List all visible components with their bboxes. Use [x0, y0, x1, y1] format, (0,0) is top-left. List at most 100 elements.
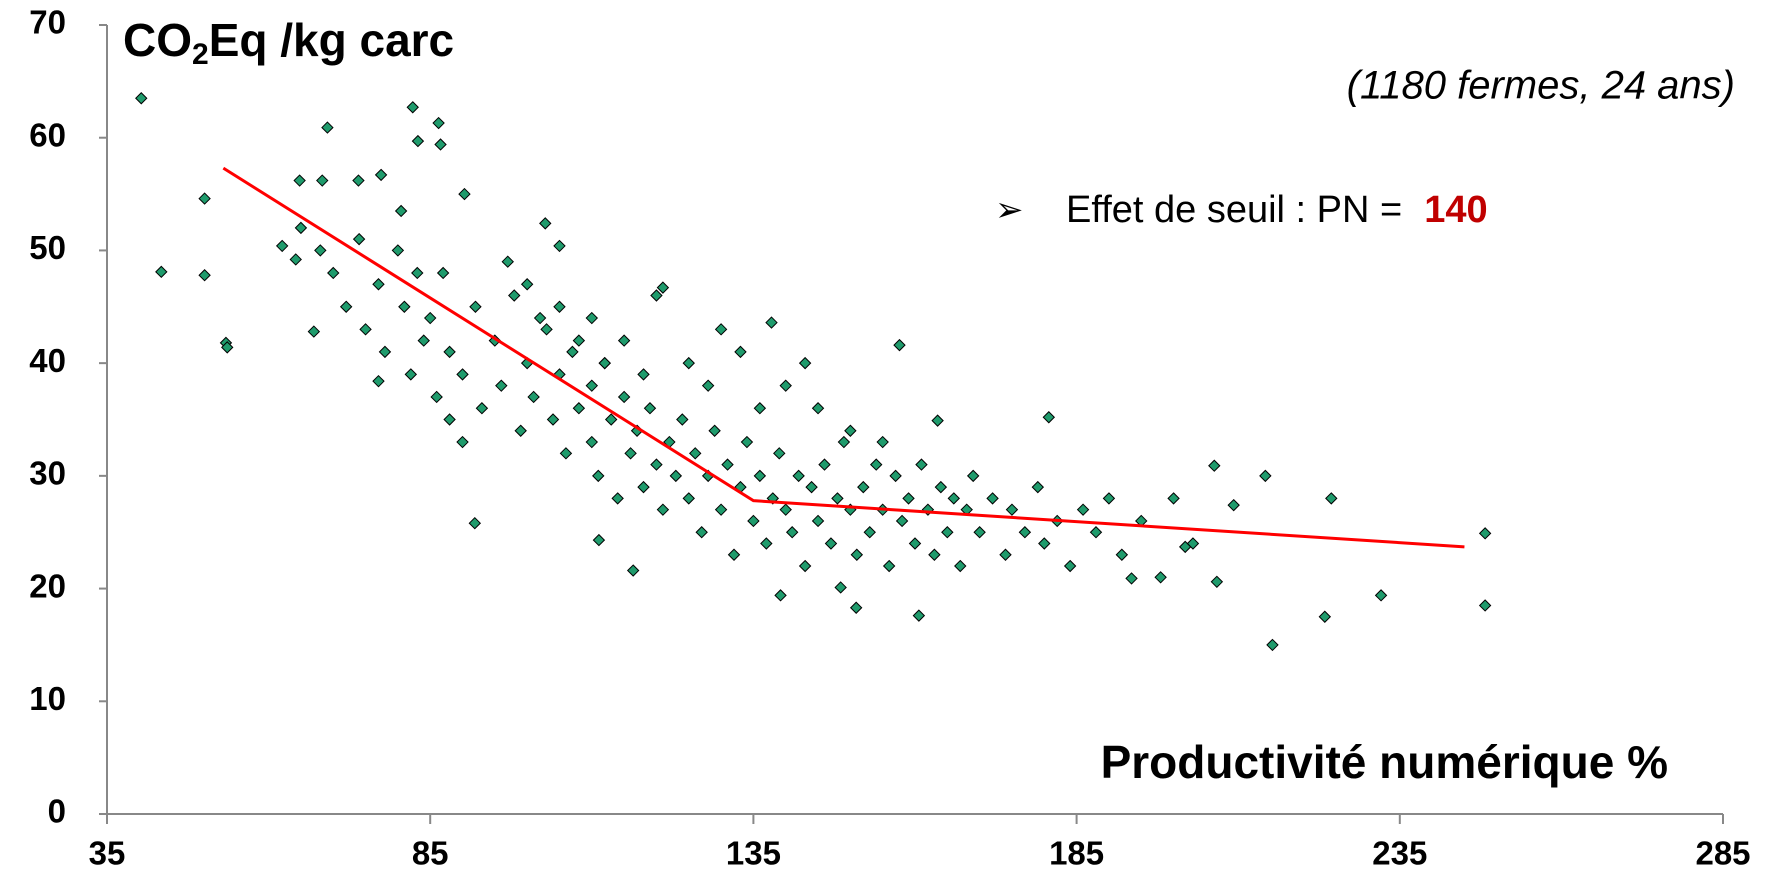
point	[1089, 526, 1103, 539]
y-tick-label: 20	[29, 567, 66, 604]
point	[682, 492, 695, 505]
point	[1478, 599, 1492, 612]
point	[1115, 548, 1129, 561]
point	[406, 101, 419, 114]
point	[895, 514, 909, 528]
point	[870, 458, 883, 471]
point	[1005, 503, 1019, 516]
point	[456, 368, 469, 381]
point	[928, 548, 941, 561]
point	[765, 316, 778, 329]
point	[689, 447, 702, 460]
y-tick-label: 60	[29, 116, 66, 153]
point	[372, 374, 385, 388]
point	[1374, 589, 1388, 602]
point	[676, 413, 689, 426]
point	[443, 413, 456, 426]
point	[747, 514, 760, 528]
point	[798, 356, 812, 370]
threshold-text: Effet de seuil : PN =	[1066, 189, 1402, 231]
point	[999, 548, 1012, 561]
point	[805, 480, 818, 494]
point	[934, 480, 948, 494]
point	[469, 300, 482, 313]
point	[986, 492, 999, 505]
point	[458, 187, 471, 201]
threshold-note: Effet de seuil : PN = 140	[1066, 189, 1488, 231]
y-tick-label: 70	[29, 4, 66, 41]
point	[740, 435, 754, 449]
point	[275, 239, 289, 253]
point	[773, 447, 786, 460]
point	[321, 121, 334, 134]
point	[811, 514, 825, 528]
point	[779, 503, 792, 516]
point	[495, 379, 508, 392]
y-tick-label: 0	[48, 793, 66, 830]
point	[1210, 575, 1224, 589]
point	[135, 92, 148, 105]
point	[314, 244, 327, 257]
point	[456, 435, 469, 449]
point	[837, 435, 851, 449]
point	[760, 537, 773, 550]
point	[592, 533, 606, 547]
point	[559, 447, 573, 460]
point	[637, 368, 650, 381]
point	[352, 232, 366, 246]
point	[714, 323, 728, 336]
y-axis-label: CO2Eq /kg carc	[123, 14, 454, 71]
point	[394, 204, 408, 218]
point	[514, 424, 527, 437]
point	[404, 368, 418, 381]
point	[1154, 571, 1167, 584]
point	[501, 255, 514, 268]
point	[443, 345, 456, 359]
point	[656, 503, 670, 516]
point	[1018, 526, 1032, 539]
point	[701, 379, 715, 392]
point	[973, 526, 986, 539]
x-tick-label: 285	[1695, 835, 1750, 872]
point	[1318, 610, 1332, 623]
point	[572, 334, 586, 347]
point	[432, 116, 445, 130]
y-label-subscript: 2	[192, 38, 209, 71]
point	[374, 168, 388, 182]
point	[1478, 527, 1492, 540]
point	[785, 526, 799, 539]
point	[539, 217, 552, 230]
point	[1042, 411, 1056, 424]
point	[572, 402, 586, 415]
point	[792, 469, 805, 483]
y-tick-label: 10	[29, 680, 66, 717]
point	[656, 281, 670, 294]
point	[430, 390, 443, 404]
point	[508, 289, 521, 302]
y-tick-label: 30	[29, 455, 66, 492]
point	[1063, 559, 1077, 573]
point	[339, 300, 353, 313]
point	[533, 311, 547, 325]
point	[818, 458, 831, 471]
point	[908, 537, 922, 550]
point	[1208, 459, 1221, 472]
point	[902, 492, 915, 505]
point	[398, 300, 411, 313]
point	[378, 345, 392, 359]
point	[294, 221, 308, 235]
point	[850, 548, 864, 561]
point	[931, 414, 944, 427]
point	[436, 266, 450, 280]
x-tick-label: 235	[1372, 835, 1427, 872]
point	[475, 402, 489, 415]
point	[624, 447, 637, 460]
point	[611, 492, 624, 505]
point	[221, 341, 234, 354]
point	[411, 266, 424, 280]
bullet: ➢	[995, 191, 1024, 229]
point	[1102, 492, 1116, 505]
point	[617, 390, 631, 404]
point	[553, 239, 566, 253]
